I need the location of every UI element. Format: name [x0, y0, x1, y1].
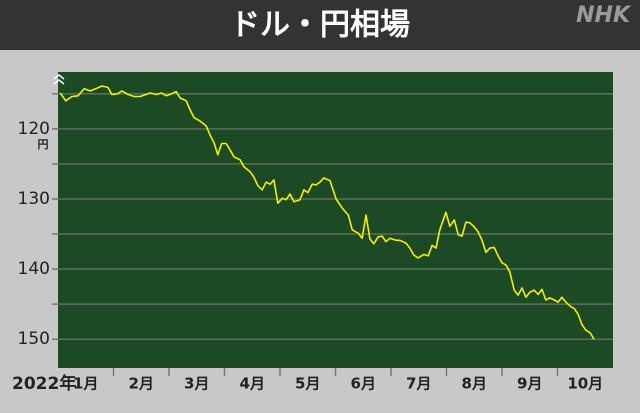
plot-area — [58, 72, 613, 368]
title-bar — [0, 0, 640, 50]
x-tick-label: 5月 — [295, 375, 320, 393]
y-tick-label: 150 — [18, 329, 50, 349]
x-tick-label: 7月 — [406, 375, 431, 393]
x-tick-label: 8月 — [462, 375, 487, 393]
x-tick-label: 6月 — [351, 375, 376, 393]
year-label: 2022年 — [12, 373, 76, 394]
y-tick-label: 140 — [18, 259, 50, 279]
x-tick-label: 10月 — [567, 375, 603, 393]
y-tick-label: 130 — [18, 189, 50, 209]
x-tick-label: 4月 — [240, 375, 265, 393]
chart-title: ドル・円相場 — [230, 8, 410, 43]
unit-label: 円 — [38, 138, 49, 151]
price-line — [59, 85, 595, 340]
brand-logo: NHK — [576, 3, 632, 28]
x-tick-label: 3月 — [184, 375, 209, 393]
x-tick-label: 1月 — [73, 375, 98, 393]
x-tick-label: 2月 — [129, 375, 154, 393]
y-tick-label: 120 — [18, 119, 50, 139]
axis-break — [53, 74, 65, 85]
x-tick-label: 9月 — [517, 375, 542, 393]
